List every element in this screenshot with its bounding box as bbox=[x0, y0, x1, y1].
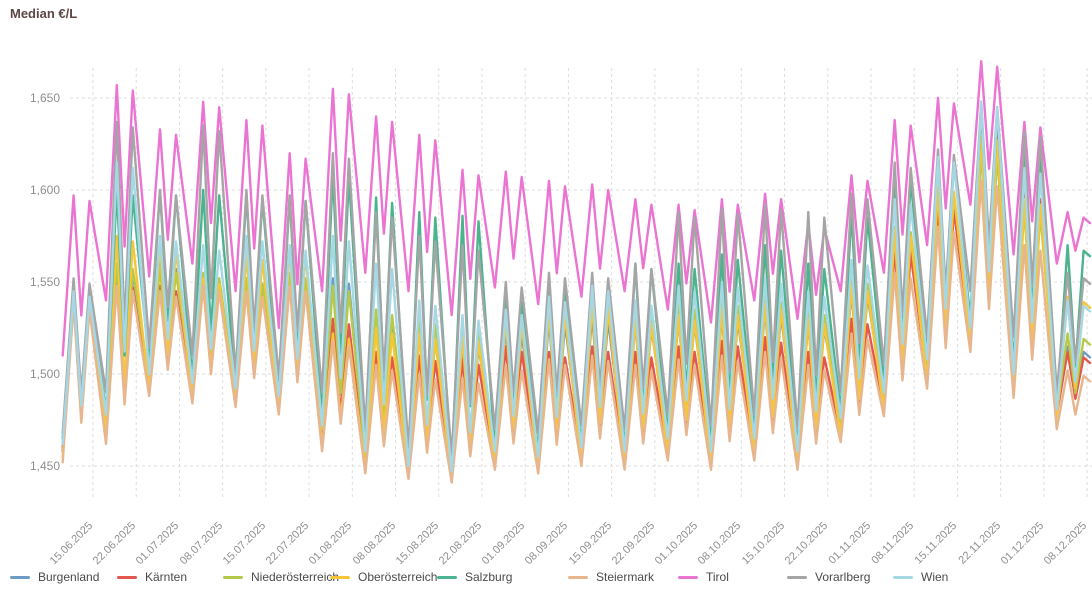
legend-label: Vorarlberg bbox=[815, 570, 871, 584]
y-tick-label: 1,600 bbox=[29, 183, 60, 197]
legend-marker-icon bbox=[10, 575, 30, 579]
legend-label: Steiermark bbox=[596, 570, 655, 584]
legend-marker-icon bbox=[223, 575, 243, 579]
y-tick-label: 1,550 bbox=[29, 275, 60, 289]
series-line-steiermark[interactable] bbox=[61, 179, 1092, 484]
legend-label: Tirol bbox=[706, 570, 729, 584]
chart-legend: Burgenland Kärnten Niederösterreich Oberöst… bbox=[0, 570, 1092, 594]
y-tick-label: 1,450 bbox=[29, 459, 60, 473]
legend-marker-icon bbox=[893, 575, 913, 579]
legend-item-burgenland[interactable]: Burgenland bbox=[10, 570, 99, 584]
legend-item-niederosterreich[interactable]: Niederösterreich bbox=[223, 570, 339, 584]
chart-title: Median €/L bbox=[10, 6, 78, 21]
legend-label: Oberösterreich bbox=[358, 570, 438, 584]
legend-marker-icon bbox=[678, 575, 698, 579]
legend-label: Kärnten bbox=[145, 570, 188, 584]
legend-marker-icon bbox=[568, 575, 588, 579]
series-layer bbox=[61, 60, 1092, 484]
legend-item-salzburg[interactable]: Salzburg bbox=[437, 570, 512, 584]
legend-marker-icon bbox=[437, 575, 457, 579]
legend-item-steiermark[interactable]: Steiermark bbox=[568, 570, 654, 584]
series-line-wien[interactable] bbox=[61, 100, 1092, 473]
legend-marker-icon bbox=[117, 575, 137, 579]
series-line-tirol[interactable] bbox=[61, 60, 1092, 357]
legend-label: Burgenland bbox=[38, 570, 100, 584]
legend-item-tirol[interactable]: Tirol bbox=[678, 570, 729, 584]
legend-item-vorarlberg[interactable]: Vorarlberg bbox=[787, 570, 870, 584]
legend-marker-icon bbox=[787, 575, 807, 579]
legend-item-oberosterreich[interactable]: Oberösterreich bbox=[330, 570, 437, 584]
y-tick-label: 1,650 bbox=[29, 91, 60, 105]
legend-item-karnten[interactable]: Kärnten bbox=[117, 570, 187, 584]
y-tick-label: 1,500 bbox=[29, 367, 60, 381]
legend-item-wien[interactable]: Wien bbox=[893, 570, 948, 584]
legend-label: Niederösterreich bbox=[251, 570, 340, 584]
legend-label: Wien bbox=[921, 570, 949, 584]
legend-marker-icon bbox=[330, 575, 350, 579]
legend-label: Salzburg bbox=[465, 570, 513, 584]
